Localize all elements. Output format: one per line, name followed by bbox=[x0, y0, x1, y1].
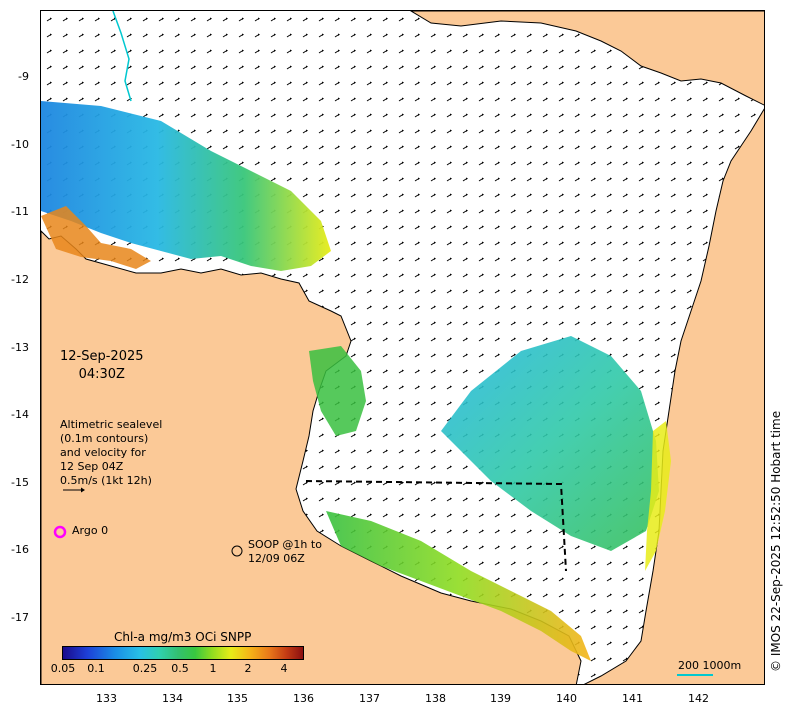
y-tick: -16 bbox=[11, 543, 29, 556]
y-tick: -17 bbox=[11, 611, 29, 624]
river-line bbox=[112, 11, 132, 102]
chl-patch-central bbox=[441, 336, 659, 551]
land-northern bbox=[410, 11, 764, 106]
colorbar-tick: 0.05 bbox=[50, 662, 76, 675]
soop-legend: SOOP @1h to 12/09 06Z bbox=[248, 538, 322, 566]
date-label: 12-Sep-2025 bbox=[60, 349, 144, 364]
argo-label: Argo 0 bbox=[72, 524, 109, 537]
chl-patch-orange-coast bbox=[41, 206, 151, 269]
colorbar-tick: 1 bbox=[209, 662, 217, 675]
x-tick: 138 bbox=[425, 692, 446, 705]
colorbar-title: Chl-a mg/m3 OCi SNPP bbox=[114, 630, 252, 644]
velocity-scale-arrowhead bbox=[81, 487, 85, 493]
credit-text: © IMOS 22-Sep-2025 12:52:50 Hobart time bbox=[769, 410, 783, 672]
y-tick: -13 bbox=[11, 341, 29, 354]
timestamp-block: 12-Sep-2025 04:30Z bbox=[60, 348, 144, 384]
y-tick: -14 bbox=[11, 408, 29, 421]
x-tick: 134 bbox=[162, 692, 183, 705]
colorbar-tick: 0.1 bbox=[87, 662, 105, 675]
colorbar-tick: 4 bbox=[280, 662, 288, 675]
chl-patch-south bbox=[326, 511, 591, 661]
y-tick: -12 bbox=[11, 273, 29, 286]
chl-patch-west-coast bbox=[309, 346, 366, 436]
x-tick: 139 bbox=[490, 692, 511, 705]
altimetry-line: (0.1m contours) bbox=[60, 432, 149, 445]
x-tick: 136 bbox=[293, 692, 314, 705]
altimetry-legend: Altimetric sealevel (0.1m contours) and … bbox=[60, 418, 162, 488]
y-tick: -9 bbox=[18, 70, 29, 83]
colorbar-tick: 2 bbox=[244, 662, 252, 675]
x-tick: 141 bbox=[622, 692, 643, 705]
altimetry-line: Altimetric sealevel bbox=[60, 418, 163, 431]
altimetry-line: 0.5m/s (1kt 12h) bbox=[60, 474, 152, 487]
soop-marker[interactable] bbox=[231, 545, 243, 557]
chlorophyll-colorbar bbox=[62, 646, 304, 660]
soop-track bbox=[305, 480, 567, 572]
colorbar-tick: 0.25 bbox=[132, 662, 158, 675]
chl-patch-east-coast bbox=[645, 421, 671, 571]
soop-line: SOOP @1h to bbox=[248, 538, 322, 551]
x-tick: 133 bbox=[96, 692, 117, 705]
scale-label-right: 1000m bbox=[702, 659, 742, 672]
land-eastern bbox=[583, 108, 764, 684]
scale-label-left: 200 bbox=[678, 659, 699, 672]
x-tick: 135 bbox=[227, 692, 248, 705]
x-tick: 137 bbox=[359, 692, 380, 705]
altimetry-line: 12 Sep 04Z bbox=[60, 460, 124, 473]
colorbar-tick: 0.5 bbox=[171, 662, 189, 675]
time-label: 04:30Z bbox=[78, 367, 125, 382]
altimetry-line: and velocity for bbox=[60, 446, 146, 459]
argo-marker[interactable] bbox=[53, 525, 67, 539]
x-tick: 140 bbox=[556, 692, 577, 705]
map-panel[interactable] bbox=[40, 10, 765, 685]
scale-bar-label: 200 1000m bbox=[678, 659, 741, 673]
soop-line: 12/09 06Z bbox=[248, 552, 305, 565]
x-tick: 142 bbox=[688, 692, 709, 705]
chl-patch-north-west bbox=[41, 101, 331, 271]
y-tick: -10 bbox=[11, 138, 29, 151]
y-tick: -15 bbox=[11, 476, 29, 489]
y-tick: -11 bbox=[11, 205, 29, 218]
